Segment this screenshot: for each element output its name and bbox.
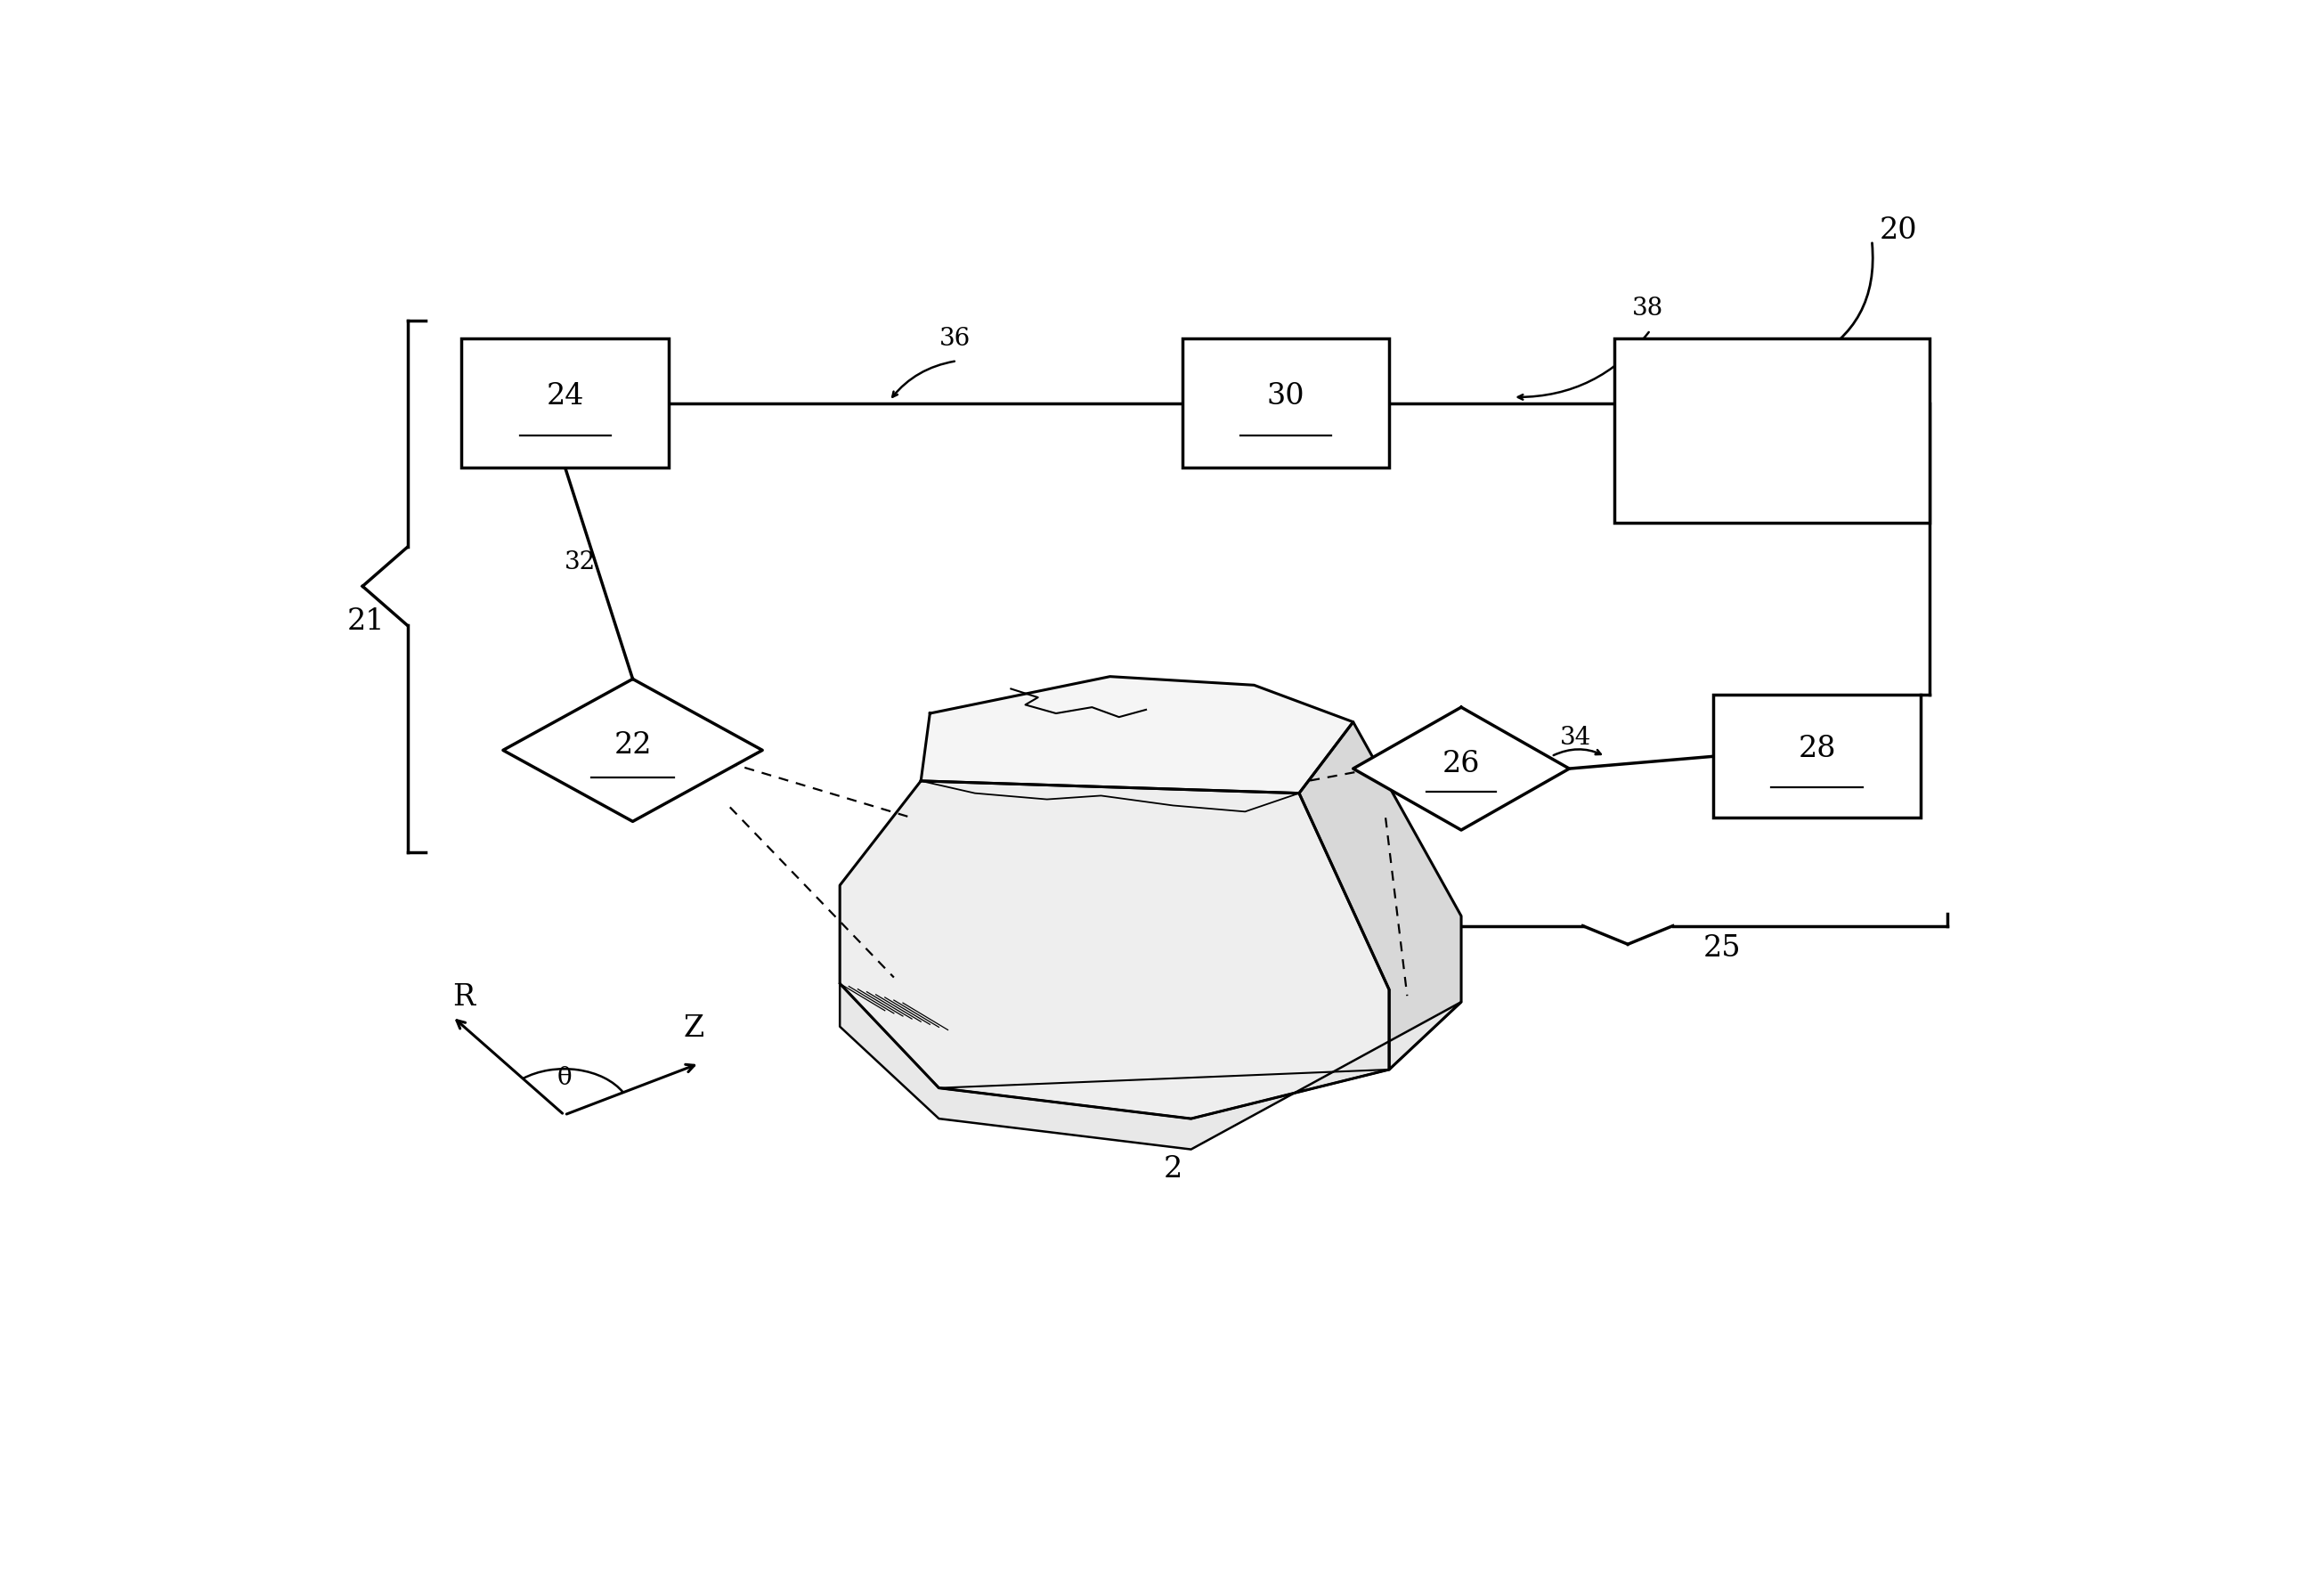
Text: 36: 36	[939, 327, 971, 351]
Bar	[462, 338, 669, 467]
Text: 28: 28	[1799, 735, 1836, 764]
Bar	[1713, 695, 1920, 818]
Text: 32: 32	[565, 550, 595, 574]
Text: 22: 22	[614, 731, 651, 759]
Text: 25: 25	[1703, 935, 1741, 963]
Polygon shape	[502, 679, 762, 821]
Text: Z: Z	[683, 1014, 704, 1043]
Bar	[1183, 338, 1390, 467]
Text: 21: 21	[346, 608, 386, 635]
Polygon shape	[839, 782, 1390, 1118]
Text: 24: 24	[546, 381, 583, 410]
Polygon shape	[920, 676, 1353, 793]
Text: 26: 26	[1443, 750, 1480, 778]
Text: 30: 30	[1267, 381, 1304, 410]
Bar	[1615, 338, 1929, 523]
Text: 34: 34	[1559, 726, 1592, 750]
Text: 2: 2	[1164, 1155, 1183, 1183]
Text: θ: θ	[558, 1067, 572, 1091]
Polygon shape	[839, 984, 1462, 1150]
Text: 20: 20	[1880, 217, 1917, 246]
Text: 38: 38	[1631, 297, 1664, 321]
Text: R: R	[453, 983, 474, 1011]
Polygon shape	[1353, 707, 1569, 829]
Polygon shape	[1299, 723, 1462, 1070]
